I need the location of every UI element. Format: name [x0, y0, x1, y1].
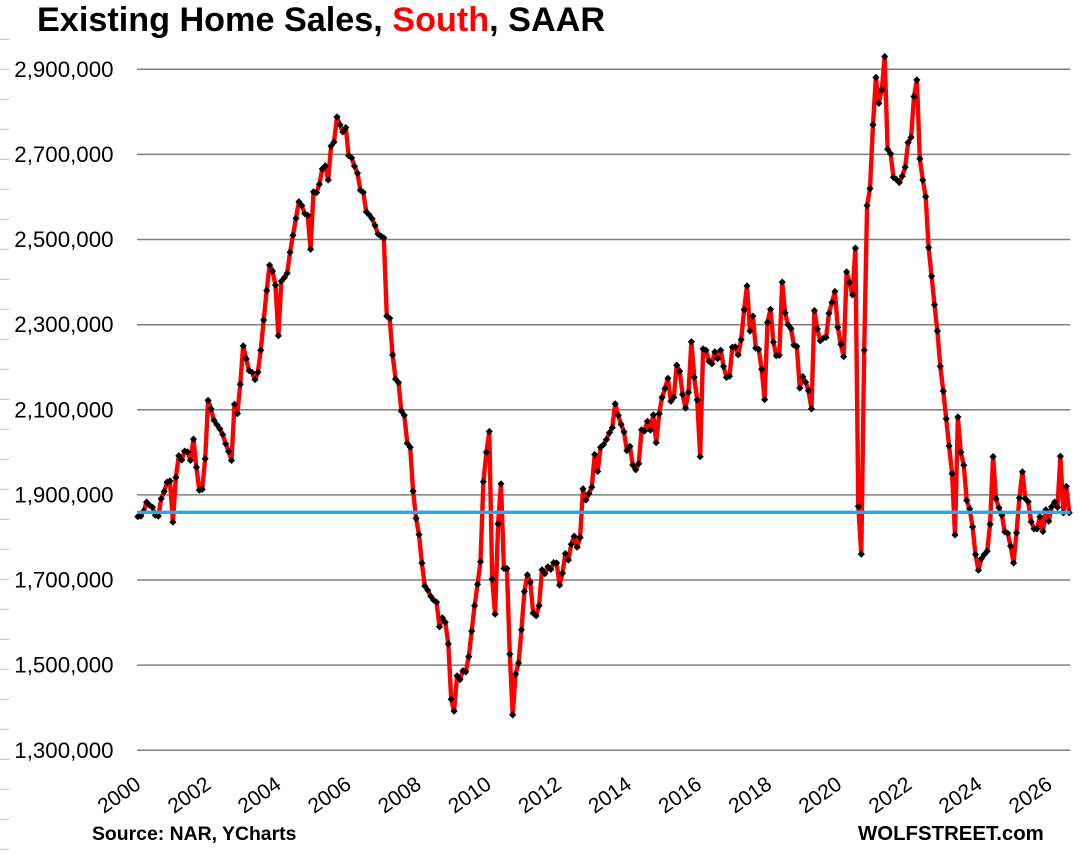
svg-text:2000: 2000 — [94, 773, 145, 819]
svg-text:2016: 2016 — [654, 773, 705, 819]
svg-text:2006: 2006 — [304, 773, 355, 819]
svg-text:2020: 2020 — [795, 773, 846, 819]
svg-text:1,900,000: 1,900,000 — [14, 482, 113, 507]
svg-text:2014: 2014 — [584, 772, 636, 818]
svg-text:1,300,000: 1,300,000 — [14, 738, 113, 763]
svg-text:2012: 2012 — [514, 773, 565, 819]
svg-text:2026: 2026 — [1005, 773, 1056, 819]
svg-text:1,700,000: 1,700,000 — [14, 568, 113, 593]
svg-text:2018: 2018 — [725, 773, 776, 819]
svg-text:2008: 2008 — [374, 773, 425, 819]
svg-text:2,300,000: 2,300,000 — [14, 312, 113, 337]
svg-text:1,500,000: 1,500,000 — [14, 653, 113, 678]
svg-text:2024: 2024 — [935, 772, 987, 818]
svg-text:2002: 2002 — [164, 773, 215, 819]
svg-text:2,900,000: 2,900,000 — [14, 57, 113, 82]
svg-text:2,500,000: 2,500,000 — [14, 227, 113, 252]
svg-text:2010: 2010 — [444, 773, 495, 819]
svg-text:2022: 2022 — [865, 773, 916, 819]
svg-text:2,100,000: 2,100,000 — [14, 397, 113, 422]
svg-text:2004: 2004 — [234, 772, 286, 818]
svg-text:2,700,000: 2,700,000 — [14, 142, 113, 167]
